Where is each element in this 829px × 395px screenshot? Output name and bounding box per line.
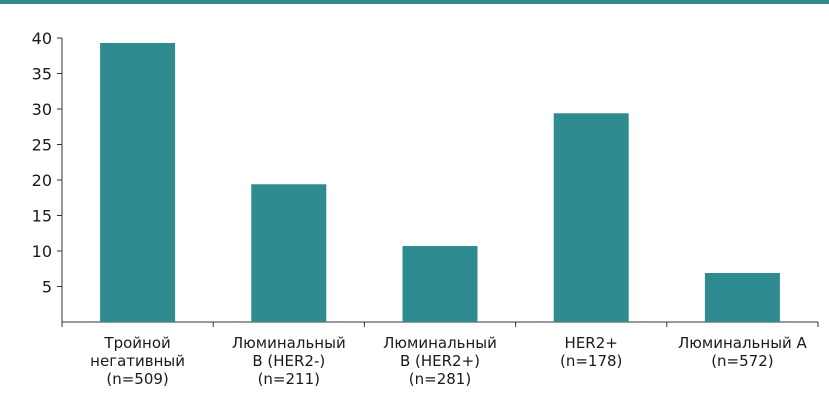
category-label-line: B (HER2+) [400,352,480,370]
category-label: HER2+ (n=178) [560,334,622,370]
top-border [0,0,829,4]
category-label-line: (n=509) [106,370,168,388]
category-label-line: (n=572) [711,352,773,370]
category-label-line: Люминальный [232,334,346,352]
y-tick-label: 5 [42,278,52,297]
y-tick-label: 15 [32,207,52,226]
category-label: Люминальный B (HER2+) (n=281) [383,334,497,388]
bar-4 [553,113,629,322]
y-tick-label: 35 [32,65,52,84]
category-labels: Тройной негативный (n=509)Люминальный B (HE… [90,334,807,388]
y-tick-label: 25 [32,136,52,155]
bar-2 [251,184,327,322]
x-axis [61,321,819,327]
y-tick-label: 40 [32,29,52,48]
bar-3 [402,246,478,322]
category-label-line: Люминальный [383,334,497,352]
category-label-line: Тройной [103,334,170,352]
category-label: Тройной негативный (n=509) [90,334,185,388]
category-label-line: HER2+ [565,334,618,352]
category-label-line: (n=211) [258,370,320,388]
y-tick-label: 10 [32,242,52,261]
category-label-line: (n=281) [409,370,471,388]
category-label: Люминальный B (HER2-) (n=211) [232,334,346,388]
category-label-line: негативный [90,352,185,370]
y-tick-label: 30 [32,100,52,119]
y-tick-label: 20 [32,171,52,190]
category-label: Люминальный А (n=572) [678,334,808,370]
category-label-line: B (HER2-) [252,352,325,370]
y-axis: 5 10 15 20 25 30 35 40 [32,29,63,322]
category-label-line: (n=178) [560,352,622,370]
bar-1 [100,42,176,322]
bar-5 [704,273,780,322]
bars [100,42,780,322]
category-label-line: Люминальный А [678,334,808,352]
